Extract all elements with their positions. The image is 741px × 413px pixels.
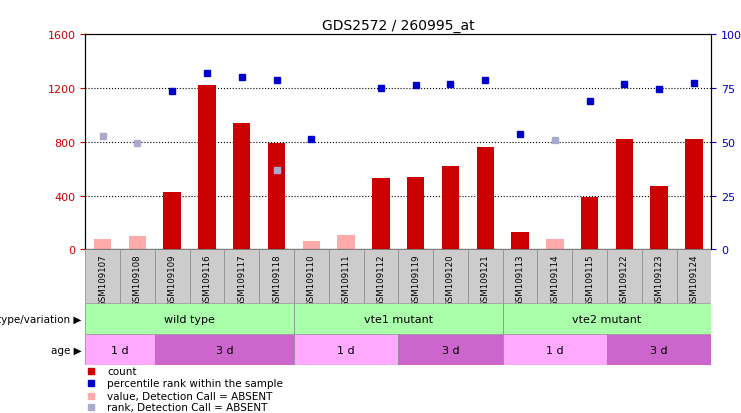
Bar: [85, 335, 155, 366]
Bar: [607, 250, 642, 304]
Bar: [642, 250, 677, 304]
Bar: [155, 250, 190, 304]
Bar: [233, 124, 250, 250]
Text: GSM109115: GSM109115: [585, 254, 594, 307]
Text: vte1 mutant: vte1 mutant: [364, 314, 433, 324]
Bar: [677, 250, 711, 304]
Text: 3 d: 3 d: [216, 345, 233, 355]
Bar: [399, 335, 502, 366]
Bar: [616, 140, 633, 250]
Text: GSM109114: GSM109114: [551, 254, 559, 307]
Bar: [225, 250, 259, 304]
Bar: [190, 250, 225, 304]
Bar: [155, 335, 294, 366]
Text: GSM109120: GSM109120: [446, 254, 455, 307]
Text: GSM109108: GSM109108: [133, 254, 142, 307]
Bar: [399, 250, 433, 304]
Text: GSM109112: GSM109112: [376, 254, 385, 307]
Bar: [302, 242, 320, 250]
Text: GSM109122: GSM109122: [620, 254, 629, 307]
Text: GSM109113: GSM109113: [516, 254, 525, 307]
Text: 1 d: 1 d: [546, 345, 564, 355]
Text: GSM109124: GSM109124: [689, 254, 699, 307]
Bar: [581, 197, 598, 250]
Bar: [442, 166, 459, 250]
Text: vte2 mutant: vte2 mutant: [572, 314, 642, 324]
Title: GDS2572 / 260995_at: GDS2572 / 260995_at: [322, 19, 474, 33]
Bar: [294, 304, 502, 335]
Text: GSM109118: GSM109118: [272, 254, 281, 307]
Text: 1 d: 1 d: [111, 345, 129, 355]
Bar: [372, 179, 390, 250]
Text: 3 d: 3 d: [442, 345, 459, 355]
Text: GSM109116: GSM109116: [202, 254, 211, 307]
Text: age ▶: age ▶: [51, 345, 82, 355]
Bar: [476, 148, 494, 250]
Bar: [502, 304, 711, 335]
Bar: [85, 304, 294, 335]
Bar: [685, 140, 702, 250]
Bar: [433, 250, 468, 304]
Bar: [502, 250, 537, 304]
Text: GSM109121: GSM109121: [481, 254, 490, 307]
Bar: [294, 335, 398, 366]
Bar: [537, 250, 572, 304]
Bar: [468, 250, 502, 304]
Text: GSM109123: GSM109123: [655, 254, 664, 307]
Bar: [164, 192, 181, 250]
Bar: [259, 250, 294, 304]
Text: GSM109107: GSM109107: [98, 254, 107, 307]
Bar: [94, 239, 111, 250]
Text: GSM109109: GSM109109: [167, 254, 176, 306]
Bar: [364, 250, 398, 304]
Bar: [607, 335, 711, 366]
Text: GSM109111: GSM109111: [342, 254, 350, 307]
Bar: [546, 240, 563, 250]
Text: wild type: wild type: [165, 314, 215, 324]
Bar: [129, 236, 146, 250]
Text: 3 d: 3 d: [651, 345, 668, 355]
Text: rank, Detection Call = ABSENT: rank, Detection Call = ABSENT: [107, 402, 268, 412]
Text: GSM109119: GSM109119: [411, 254, 420, 306]
Bar: [268, 144, 285, 250]
Bar: [502, 335, 607, 366]
Bar: [651, 187, 668, 250]
Bar: [329, 250, 364, 304]
Bar: [85, 250, 120, 304]
Bar: [120, 250, 155, 304]
Text: 1 d: 1 d: [337, 345, 355, 355]
Text: GSM109117: GSM109117: [237, 254, 246, 307]
Text: value, Detection Call = ABSENT: value, Detection Call = ABSENT: [107, 391, 273, 401]
Bar: [199, 86, 216, 250]
Text: count: count: [107, 366, 136, 376]
Bar: [337, 235, 355, 250]
Bar: [294, 250, 329, 304]
Text: genotype/variation ▶: genotype/variation ▶: [0, 314, 82, 324]
Bar: [572, 250, 607, 304]
Bar: [511, 233, 529, 250]
Text: percentile rank within the sample: percentile rank within the sample: [107, 379, 283, 389]
Bar: [407, 178, 425, 250]
Text: GSM109110: GSM109110: [307, 254, 316, 307]
